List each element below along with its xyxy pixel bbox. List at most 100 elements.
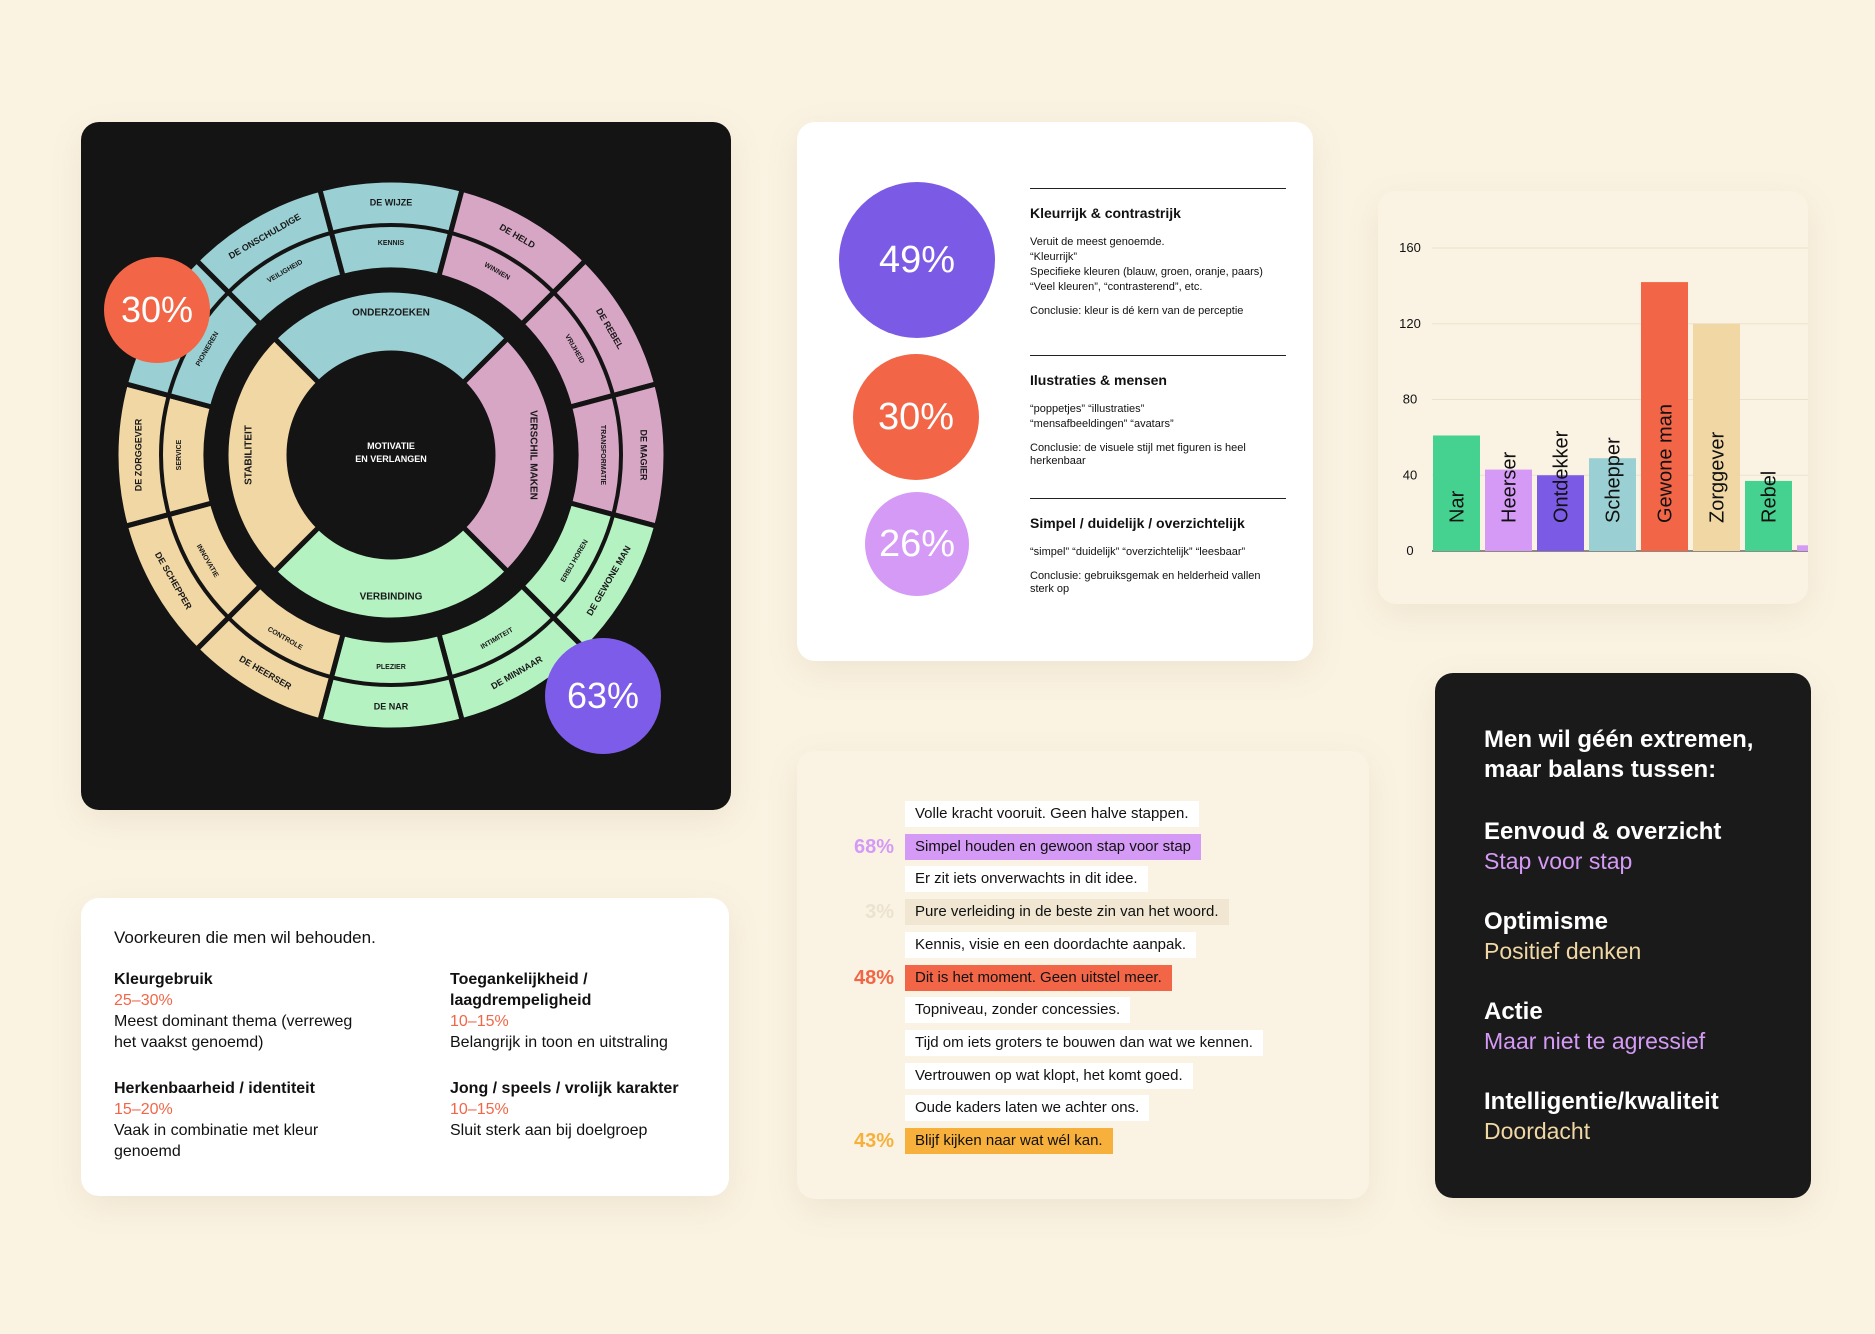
statement-item: Er zit iets onverwachts in dit idee. xyxy=(905,866,1148,893)
pct-circle-1: 49% xyxy=(839,182,995,338)
preferences-card: Voorkeuren die men wil behouden. Kleurge… xyxy=(81,898,729,1196)
pct-circle-3: 26% xyxy=(865,492,969,596)
y-tick-label: 80 xyxy=(1403,392,1417,407)
balance-title: Men wil géén extremen, maar balans tusse… xyxy=(1484,726,1754,783)
section-3: Simpel / duidelijk / overzichtelijk “sim… xyxy=(1030,498,1286,596)
wheel-center-label: EN VERLANGEN xyxy=(355,454,427,464)
wheel-inner-segment xyxy=(223,334,323,576)
statement-item: Tijd om iets groters te bouwen dan wat w… xyxy=(905,1029,1263,1056)
bar xyxy=(1797,545,1808,551)
bar-category-label: Nar xyxy=(1447,490,1469,523)
statement-item: Kennis, visie en een doordachte aanpak. xyxy=(905,931,1197,958)
bar-chart-card: 0 40 80 120 160 Nar Heerser Ontdekker Schepper Ge… xyxy=(1378,191,1808,604)
bar xyxy=(1693,323,1740,551)
preferences-title: Voorkeuren die men wil behouden. xyxy=(114,928,376,947)
balance-head: Eenvoud & overzicht xyxy=(1484,818,1722,845)
section-lines: “simpel” “duidelijk” “overzichtelijk” “l… xyxy=(1030,546,1246,558)
wheel-inner-label: VERSCHIL MAKEN xyxy=(527,410,538,500)
balance-head: Optimisme xyxy=(1484,908,1609,935)
pref-name: Toegankelijkheid / laagdrempeligheid xyxy=(450,971,592,1009)
section-title: Simpel / duidelijk / overzichtelijk xyxy=(1030,515,1245,531)
bar-category-label: Schepper xyxy=(1603,437,1625,523)
pref-item: Kleurgebruik 25–30% Meest dominant thema… xyxy=(114,969,374,1053)
statement-percentage: 3% xyxy=(865,901,894,924)
wheel-value-label: SERVICE xyxy=(176,439,183,470)
wheel-value-label: PLEZIER xyxy=(376,664,406,671)
statement-percentage: 48% xyxy=(853,966,894,989)
wheel-center xyxy=(291,355,491,555)
pref-range: 15–20% xyxy=(114,1101,173,1118)
wheel-archetype-label: DE WIJZE xyxy=(370,197,413,207)
statement-item: Volle kracht vooruit. Geen halve stappen… xyxy=(905,801,1199,827)
statement-item: Dit is het moment. Geen uitstel meer. xyxy=(905,964,1172,991)
statement-item: Pure verleiding in de beste zin van het … xyxy=(905,899,1229,926)
wheel-inner-label: VERBINDING xyxy=(360,592,423,603)
badge-right: 63% xyxy=(545,638,661,754)
section-2: Ilustraties & mensen “poppetjes” “illust… xyxy=(1030,355,1286,468)
wheel-value-label: TRANSFORMATIE xyxy=(599,425,606,485)
pref-desc: Meest dominant thema (verreweg het vaaks… xyxy=(114,1013,353,1051)
wheel-inner-segment xyxy=(270,287,512,387)
bar-chart: 0 40 80 120 160 Nar Heerser Ontdekker Schepper Ge… xyxy=(1399,240,1808,558)
pref-range: 10–15% xyxy=(450,1013,509,1030)
wheel-inner-segment xyxy=(270,523,512,623)
pref-range: 25–30% xyxy=(114,992,173,1009)
wheel-archetype-label: DE MAGIER xyxy=(639,429,649,481)
pref-name: Jong / speels / vrolijk karakter xyxy=(450,1080,679,1097)
wheel-inner-label: ONDERZOEKEN xyxy=(352,308,430,319)
statement-item: Vertrouwen op wat klopt, het komt goed. xyxy=(905,1062,1193,1089)
bar-category-label: Rebel xyxy=(1759,471,1781,523)
wheel-inner-label: STABILITEIT xyxy=(244,425,255,485)
pref-name: Herkenbaarheid / identiteit xyxy=(114,1080,315,1097)
section-lines: Veruit de meest genoemde. “Kleurrijk” Sp… xyxy=(1030,236,1263,293)
statement-percentage: 68% xyxy=(853,835,894,858)
balance-sub: Positief denken xyxy=(1484,938,1642,964)
badge-left: 30% xyxy=(104,257,210,363)
bar xyxy=(1537,475,1584,551)
wheel-archetype-label: DE NAR xyxy=(374,701,409,711)
statement-item: Oude kaders laten we achter ons. xyxy=(905,1095,1150,1122)
wheel-archetype-label: DE ZORGGEVER xyxy=(133,418,143,491)
balance-sub: Stap voor stap xyxy=(1484,848,1633,874)
bar-category-label: Ontdekker xyxy=(1551,430,1573,523)
bar xyxy=(1589,458,1636,551)
pref-desc: Belangrijk in toon en uitstraling xyxy=(450,1034,668,1051)
section-conclusion: Conclusie: gebruiksgemak en helderheid v… xyxy=(1030,570,1261,595)
statement-item: Simpel houden en gewoon stap voor stap xyxy=(905,833,1202,860)
section-title: Ilustraties & mensen xyxy=(1030,372,1167,388)
y-tick-label: 40 xyxy=(1403,467,1417,482)
section-title: Kleurrijk & contrastrijk xyxy=(1030,205,1181,221)
bar-category-label: Gewone man xyxy=(1655,404,1677,523)
pref-range: 10–15% xyxy=(450,1101,509,1118)
bar xyxy=(1433,435,1480,551)
pct-circle-2: 30% xyxy=(853,354,979,480)
section-conclusion: Conclusie: kleur is dé kern van de perce… xyxy=(1030,305,1244,317)
balance-item: Optimisme Positief denken xyxy=(1484,908,1784,965)
wheel-divider xyxy=(159,223,623,687)
balance-head: Intelligentie/kwaliteit xyxy=(1484,1088,1719,1115)
bar xyxy=(1745,480,1792,551)
wheel-center-label: MOTIVATIE xyxy=(367,441,415,451)
archetype-wheel-card: VEILIGHEID DE ONSCHULDIGE KENNIS DE WIJZE WI… xyxy=(81,122,731,810)
y-tick-label: 120 xyxy=(1399,316,1421,331)
section-conclusion: Conclusie: de visuele stijl met figuren … xyxy=(1030,442,1246,467)
section-1: Kleurrijk & contrastrijk Veruit de meest… xyxy=(1030,188,1286,318)
wheel-value-label: KENNIS xyxy=(378,240,405,247)
pref-item: Jong / speels / vrolijk karakter 10–15% … xyxy=(450,1078,710,1141)
statements-card: Volle kracht vooruit. Geen halve stappen… xyxy=(797,751,1369,1199)
section-lines: “poppetjes” “illustraties” “mensafbeeldi… xyxy=(1030,403,1174,430)
statement-item: Topniveau, zonder concessies. xyxy=(905,997,1131,1024)
y-tick-label: 160 xyxy=(1399,240,1421,255)
statement-percentage: 43% xyxy=(853,1130,894,1152)
pref-desc: Vaak in combinatie met kleur genoemd xyxy=(114,1122,319,1160)
bar xyxy=(1641,282,1688,551)
percentages-card: 49% 30% 26% Kleurrijk & contrastrijk Ver… xyxy=(797,122,1313,661)
balance-item: Actie Maar niet te agressief xyxy=(1484,998,1784,1055)
y-tick-label: 0 xyxy=(1406,543,1413,558)
balance-item: Intelligentie/kwaliteit Doordacht xyxy=(1484,1088,1784,1145)
pref-item: Toegankelijkheid / laagdrempeligheid 10–… xyxy=(450,969,710,1053)
bar-category-label: Zorggever xyxy=(1707,432,1729,523)
balance-sub: Maar niet te agressief xyxy=(1484,1028,1706,1054)
balance-head: Actie xyxy=(1484,998,1543,1025)
pref-desc: Sluit sterk aan bij doelgroep xyxy=(450,1122,648,1139)
